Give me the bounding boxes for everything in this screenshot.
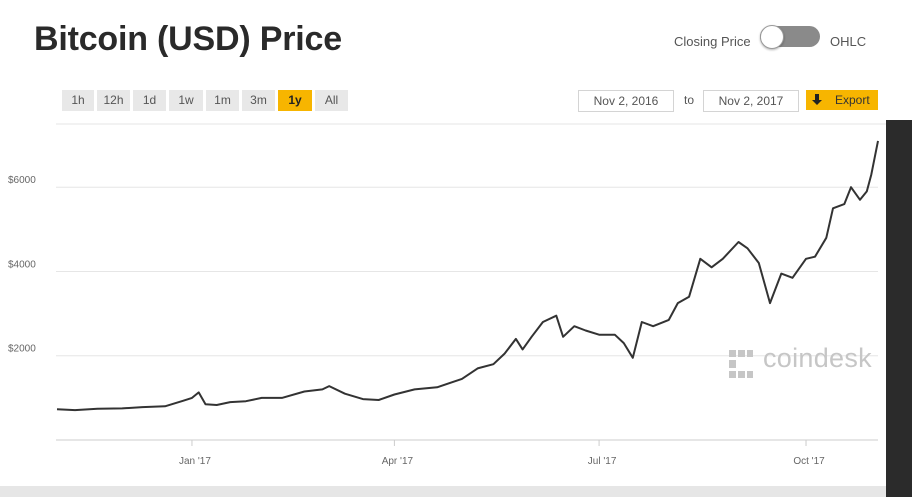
range-button-1h[interactable]: 1h [62, 90, 94, 111]
right-edge-panel [886, 0, 912, 497]
page-title: Bitcoin (USD) Price [34, 20, 342, 58]
ohlc-label[interactable]: OHLC [830, 34, 867, 49]
download-arrow-icon [812, 94, 822, 105]
x-tick-jul: Jul '17 [588, 456, 617, 467]
range-button-12h[interactable]: 12h [97, 90, 130, 111]
closing-price-label[interactable]: Closing Price [674, 34, 751, 49]
range-button-1w[interactable]: 1w [169, 90, 203, 111]
range-button-3m[interactable]: 3m [242, 90, 275, 111]
x-tick-jan: Jan '17 [179, 456, 211, 467]
range-button-1m[interactable]: 1m [206, 90, 239, 111]
x-tick-apr: Apr '17 [382, 456, 414, 467]
y-tick-4000: $4000 [8, 259, 36, 270]
dark-side-panel [886, 120, 912, 497]
date-separator-label: to [684, 93, 695, 107]
bottom-scrollbar-area[interactable] [0, 486, 886, 497]
range-button-1d[interactable]: 1d [133, 90, 166, 111]
x-tick-oct: Oct '17 [793, 456, 825, 467]
date-to-input[interactable]: Nov 2, 2017 [703, 90, 799, 112]
price-chart: $2000 $4000 $6000 Jan '17 Apr '17 Jul '1… [8, 123, 886, 467]
y-tick-6000: $6000 [8, 175, 36, 186]
coindesk-logo-icon [729, 350, 753, 378]
coindesk-watermark-text: coindesk [763, 343, 872, 373]
y-tick-2000: $2000 [8, 344, 36, 355]
price-series-line [56, 140, 879, 412]
toggle-knob[interactable] [760, 25, 784, 49]
coindesk-watermark: coindesk [727, 343, 872, 385]
export-label: Export [835, 93, 870, 107]
date-from-input[interactable]: Nov 2, 2016 [578, 90, 674, 112]
range-button-all[interactable]: All [315, 90, 348, 111]
range-button-1y[interactable]: 1y [278, 90, 312, 111]
export-button[interactable]: Export [806, 90, 878, 110]
chart-mode-toggle[interactable] [760, 25, 820, 49]
